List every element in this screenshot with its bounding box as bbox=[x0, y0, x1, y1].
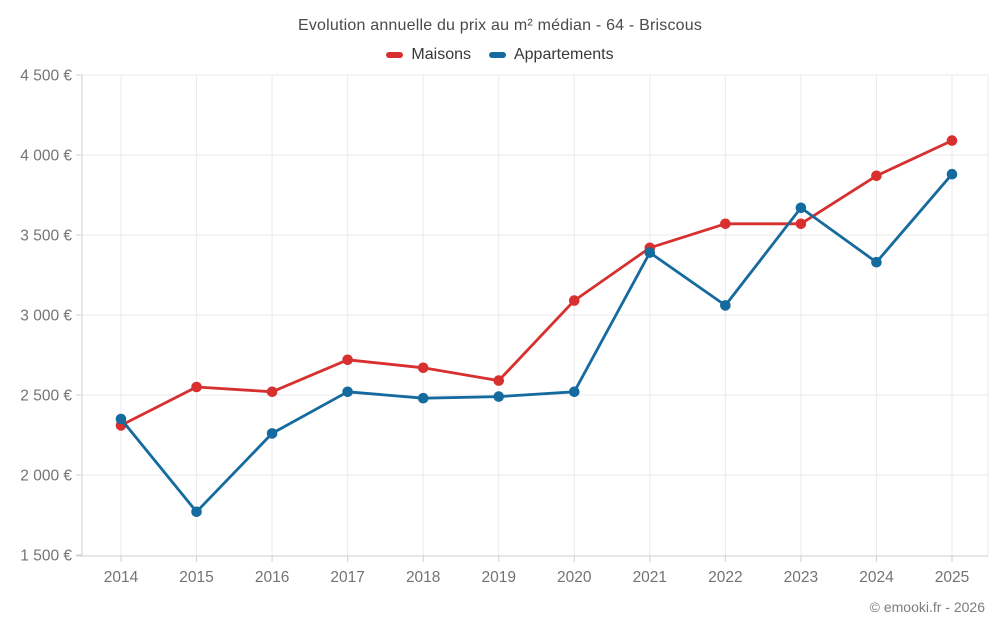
series-line-maisons bbox=[119, 139, 954, 427]
x-tick-label: 2019 bbox=[481, 569, 515, 586]
y-tick-label: 3 500 € bbox=[20, 228, 72, 245]
data-point-maisons-2016 bbox=[266, 386, 278, 398]
data-point-appartements-2016 bbox=[266, 428, 278, 439]
x-tick-label: 2018 bbox=[406, 569, 440, 586]
x-tick-label: 2017 bbox=[330, 569, 364, 586]
watermark: © emooki.fr - 2026 bbox=[869, 599, 985, 615]
data-point-maisons-2017 bbox=[342, 354, 353, 366]
data-point-maisons-2018 bbox=[417, 362, 429, 374]
data-point-appartements-2015 bbox=[191, 506, 202, 518]
appartements-series-marker-icon bbox=[488, 52, 506, 58]
data-point-appartements-2017 bbox=[342, 386, 353, 398]
data-point-appartements-2022 bbox=[720, 300, 731, 311]
x-tick-label: 2025 bbox=[935, 569, 969, 586]
chart-title: Evolution annuelle du prix au m² médian … bbox=[297, 17, 703, 34]
data-point-maisons-2025 bbox=[946, 135, 958, 146]
y-tick-label: 2 000 € bbox=[20, 468, 72, 485]
legend-item-appartements[interactable]: Appartements bbox=[488, 46, 614, 64]
legend-item-maisons[interactable]: Maisons bbox=[386, 46, 471, 64]
y-tick-label: 1 500 € bbox=[20, 548, 72, 565]
data-point-maisons-2019 bbox=[493, 375, 505, 386]
x-tick-label: 2020 bbox=[557, 569, 592, 586]
y-tick-label: 3 000 € bbox=[20, 308, 72, 325]
data-point-maisons-2015 bbox=[191, 381, 202, 393]
data-point-appartements-2019 bbox=[493, 391, 505, 402]
y-tick-label: 4 500 € bbox=[20, 68, 72, 85]
x-tick-label: 2024 bbox=[859, 569, 894, 586]
data-point-maisons-2023 bbox=[795, 218, 807, 230]
legend-label-appartements: Appartements bbox=[513, 46, 614, 63]
data-point-maisons-2020 bbox=[568, 295, 580, 306]
data-point-appartements-2024 bbox=[871, 256, 882, 268]
maisons-series-marker-icon bbox=[386, 52, 404, 58]
y-tick-label: 2 500 € bbox=[20, 388, 72, 405]
data-point-appartements-2021 bbox=[644, 247, 656, 258]
legend: Maisons Appartements bbox=[0, 46, 1000, 64]
data-point-appartements-2014 bbox=[115, 413, 127, 425]
x-tick-label: 2023 bbox=[784, 569, 818, 586]
x-tick-label: 2021 bbox=[633, 569, 667, 586]
x-tick-label: 2015 bbox=[179, 569, 213, 586]
series-line-appartements bbox=[119, 172, 954, 514]
data-point-appartements-2023 bbox=[795, 202, 807, 214]
x-tick-label: 2016 bbox=[255, 569, 289, 586]
y-tick-label: 4 000 € bbox=[20, 148, 72, 165]
legend-label-maisons: Maisons bbox=[411, 46, 471, 63]
x-tick-label: 2022 bbox=[708, 569, 742, 586]
data-point-appartements-2018 bbox=[417, 392, 429, 404]
x-tick-label: 2014 bbox=[104, 569, 139, 586]
data-point-maisons-2022 bbox=[720, 218, 731, 230]
data-point-appartements-2025 bbox=[946, 168, 958, 180]
data-point-maisons-2024 bbox=[871, 170, 882, 182]
data-point-appartements-2020 bbox=[568, 386, 580, 398]
